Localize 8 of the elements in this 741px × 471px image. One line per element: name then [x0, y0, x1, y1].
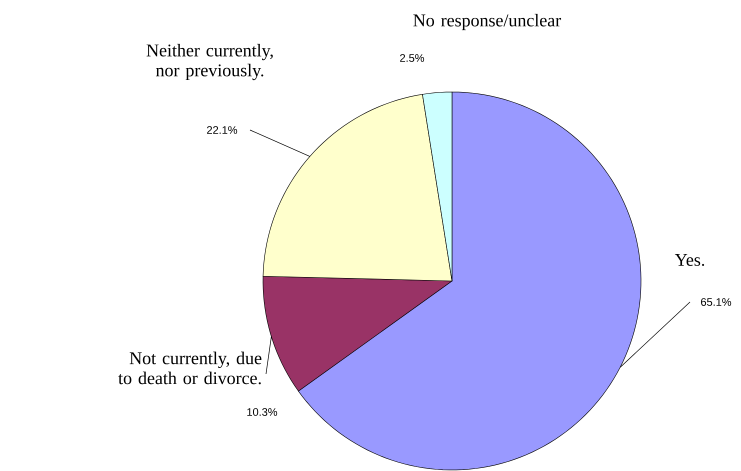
data-label: 10.3%	[247, 408, 278, 416]
slice-label: Neither currently, nor previously.	[146, 44, 273, 80]
slice-label: No response/unclear	[413, 14, 562, 30]
data-label: 2.5%	[400, 54, 424, 62]
slice-label: Not currently, due to death or divorce.	[118, 352, 262, 384]
data-label: 22.1%	[207, 126, 238, 134]
data-label: 65.1%	[701, 298, 732, 306]
slice-label: Yes.	[674, 254, 704, 266]
